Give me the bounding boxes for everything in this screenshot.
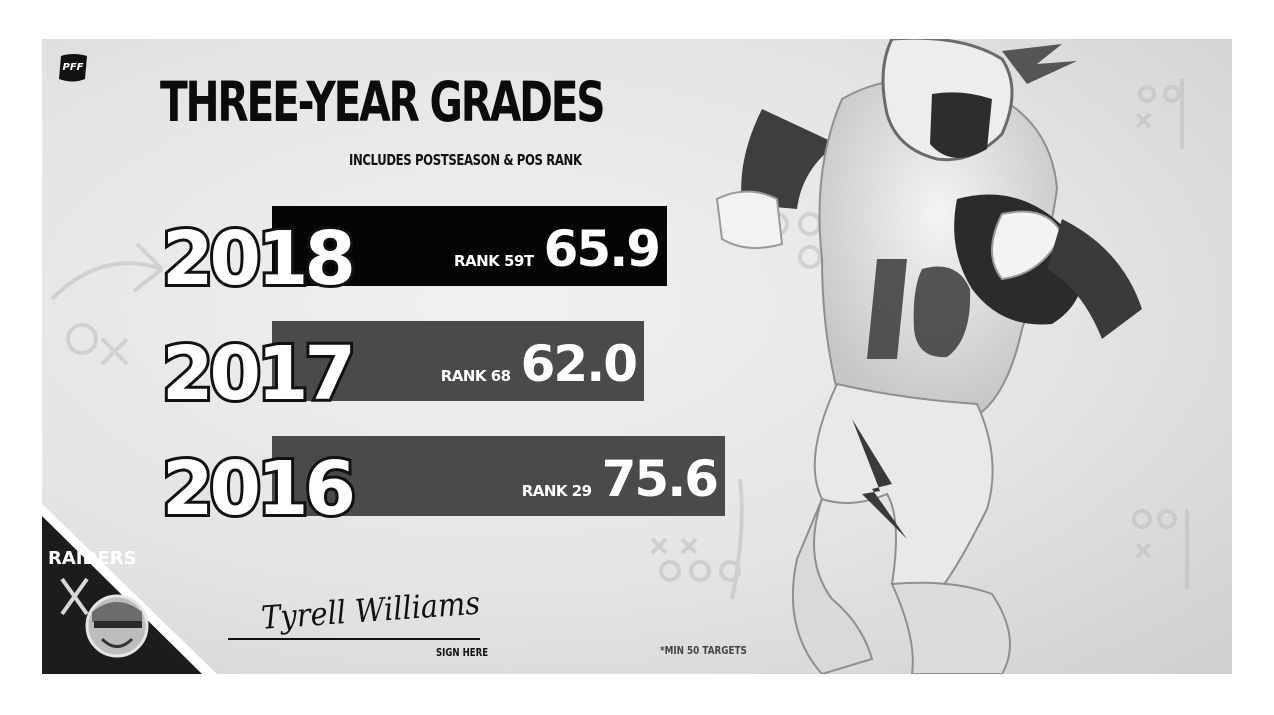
value-label-2018: 65.9 bbox=[544, 220, 659, 278]
footnote: *MIN 50 TARGETS bbox=[660, 644, 747, 657]
category-label-2016: 2016 bbox=[162, 446, 352, 532]
bar-2018 bbox=[272, 206, 667, 286]
sign-here-label: SIGN HERE bbox=[436, 646, 489, 659]
value-label-2016: 75.6 bbox=[602, 450, 718, 508]
signature-line bbox=[228, 638, 480, 640]
football-player-icon bbox=[715, 39, 1142, 674]
value-label-2017: 62.0 bbox=[521, 335, 637, 393]
bar-chart: 2018 RANK 59T 65.9 2017 RANK 68 62.0 201… bbox=[159, 206, 725, 535]
rank-label-2017: RANK 68 bbox=[441, 367, 511, 385]
play-diagram-background bbox=[50, 79, 1189, 600]
rank-label-2018: RANK 59T bbox=[454, 252, 535, 270]
bar-2016 bbox=[272, 436, 725, 516]
rank-label-2016: RANK 29 bbox=[522, 482, 592, 500]
bar-row: 2017 RANK 68 62.0 bbox=[159, 321, 644, 420]
chart-title: THREE-YEAR GRADES bbox=[160, 70, 606, 134]
infographic-card: PFF THREE-YEAR GRADES INCLUDES POSTSEASO… bbox=[42, 39, 1232, 674]
pff-logo-icon: PFF bbox=[56, 53, 90, 83]
bar-2017 bbox=[272, 321, 644, 401]
raiders-logo-icon: RAIDERS bbox=[42, 504, 217, 674]
bar-row: 2018 RANK 59T 65.9 bbox=[159, 206, 667, 305]
category-label-2017: 2017 bbox=[162, 331, 352, 417]
chart-subtitle: INCLUDES POSTSEASON & POS RANK bbox=[349, 151, 582, 169]
team-badge-text: RAIDERS bbox=[48, 548, 137, 569]
category-label-2018: 2018 bbox=[162, 216, 352, 302]
bar-row: 2016 RANK 29 75.6 bbox=[159, 436, 725, 535]
logo-text: PFF bbox=[62, 62, 84, 73]
